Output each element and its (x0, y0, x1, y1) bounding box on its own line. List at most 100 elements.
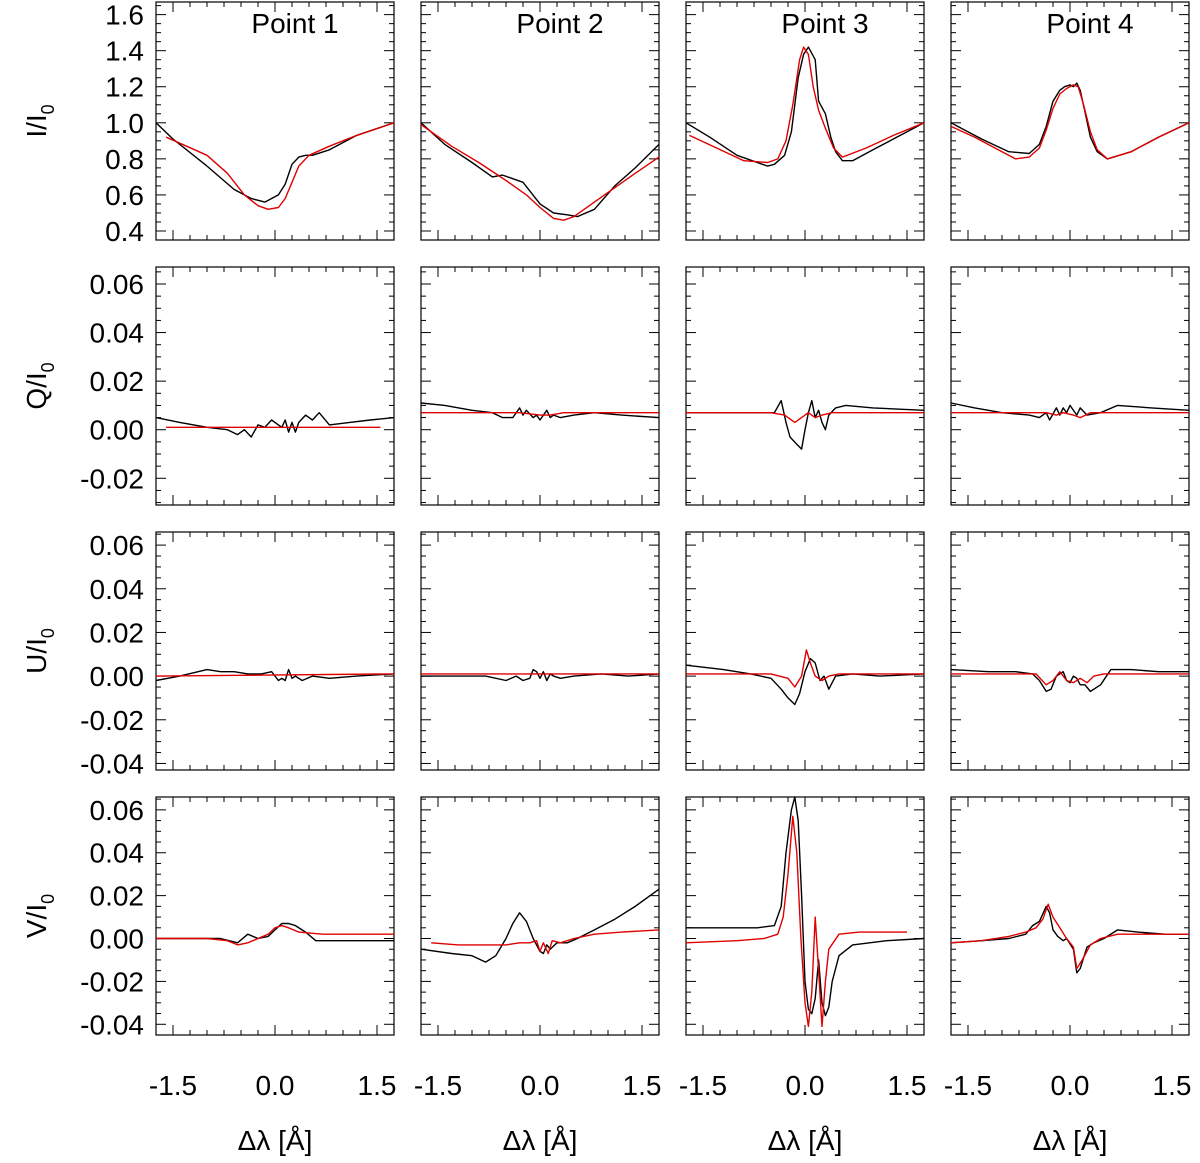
x-tick-label: -1.5 (414, 1070, 462, 1101)
panel-4-2: -1.5 0.0 1.5 Δλ [Å] (414, 796, 662, 1156)
ylabel-text: V/I (21, 904, 52, 938)
observed-profile-line (420, 402, 660, 421)
x-axis-label: Δλ [Å] (238, 1125, 313, 1156)
y-tick-label: 0.4 (105, 216, 144, 247)
y-tick-label: 0.02 (90, 617, 145, 648)
panel-3-3 (685, 531, 925, 771)
observed-profile-line (155, 122, 395, 203)
x-tick-label: 1.5 (623, 1070, 662, 1101)
observed-profile-line (685, 46, 925, 167)
y-tick-label: 0.04 (90, 574, 145, 605)
fit-profile-line (685, 815, 907, 1028)
fit-profile-line (165, 122, 395, 211)
panel-2-3 (685, 266, 925, 506)
fit-profile-line (951, 671, 1189, 686)
panel-3-1: -0.04 -0.02 0.00 0.02 0.04 0.06 (80, 530, 395, 779)
panel-2-1: -0.02 0.00 0.02 0.04 0.06 (80, 266, 395, 506)
y-tick-label: -0.04 (80, 1009, 144, 1040)
panel-4-1: -0.04 -0.02 0.00 0.02 0.04 0.06 -1.5 0.0 1.5 Δλ [… (80, 795, 396, 1156)
panel-2-4 (950, 266, 1190, 506)
observed-profile-line (420, 122, 660, 218)
column-title: Point 1 (251, 8, 338, 39)
panel-frame (420, 266, 660, 506)
ylabel-subscript: 0 (38, 894, 58, 904)
x-tick-label: 0.0 (256, 1070, 295, 1101)
x-axis-label: Δλ [Å] (1033, 1125, 1108, 1156)
column-title: Point 3 (781, 8, 868, 39)
panel-4-4: -1.5 0.0 1.5 Δλ [Å] (944, 796, 1192, 1156)
fit-profile-line (950, 903, 1189, 970)
x-axis-label: Δλ [Å] (768, 1125, 843, 1156)
fit-profile-line (686, 649, 924, 688)
panel-frame (950, 531, 1190, 771)
panel-3-4 (950, 531, 1190, 771)
row-ylabel: U/I0 (21, 628, 58, 674)
y-tick-label: 0.6 (105, 180, 144, 211)
y-tick-label: -0.02 (80, 463, 144, 494)
observed-profile-line (155, 668, 395, 682)
ylabel-text: I/I (21, 114, 52, 137)
y-tick-label: -0.04 (80, 748, 144, 779)
panel-frame (420, 531, 660, 771)
panel-frame (155, 796, 395, 1036)
fit-profile-line (420, 124, 660, 221)
panel-frame (155, 531, 395, 771)
y-tick-label: 0.02 (90, 881, 145, 912)
x-tick-label: 0.0 (786, 1070, 825, 1101)
x-tick-label: -1.5 (149, 1070, 197, 1101)
observed-profile-line (950, 82, 1190, 160)
x-tick-label: 0.0 (521, 1070, 560, 1101)
panel-frame (950, 266, 1190, 506)
y-tick-label: 0.06 (90, 795, 145, 826)
observed-profile-line (686, 796, 925, 1017)
x-axis-label: Δλ [Å] (503, 1125, 578, 1156)
panel-4-3: -1.5 0.0 1.5 Δλ [Å] (679, 796, 927, 1156)
y-tick-label: -0.02 (80, 966, 144, 997)
panel-1-1: 0.4 0.6 0.8 1.0 1.2 1.4 1.6 Point 1 (105, 0, 395, 247)
x-tick-label: -1.5 (679, 1070, 727, 1101)
panel-frame (685, 531, 925, 771)
panel-2-2 (420, 266, 660, 506)
row-ylabel: Q/I0 (21, 362, 58, 409)
y-tick-label: 1.0 (105, 108, 144, 139)
fit-profile-line (421, 412, 659, 416)
fit-profile-line (950, 84, 1190, 160)
column-title: Point 4 (1046, 8, 1133, 39)
y-tick-label: 0.02 (90, 366, 145, 397)
y-tick-label: 0.00 (90, 924, 145, 955)
ylabel-subscript: 0 (38, 362, 58, 372)
fit-profile-line (951, 412, 1189, 419)
ylabel-subscript: 0 (38, 628, 58, 638)
y-tick-label: 1.2 (105, 72, 144, 103)
panel-frame (155, 266, 395, 506)
fit-profile-line (431, 929, 660, 955)
x-tick-label: -1.5 (944, 1070, 992, 1101)
fit-profile-line (156, 924, 394, 946)
fit-profile-line (155, 673, 395, 677)
panel-1-3: Point 3 (685, 1, 925, 241)
panel-frame (950, 796, 1190, 1036)
x-tick-label: 1.5 (888, 1070, 927, 1101)
ylabel-subscript: 0 (38, 104, 58, 114)
observed-profile-line (156, 922, 394, 944)
x-tick-label: 1.5 (358, 1070, 397, 1101)
x-tick-label: 1.5 (1153, 1070, 1192, 1101)
panel-3-2 (420, 531, 660, 771)
column-title: Point 2 (516, 8, 603, 39)
y-tick-label: 0.04 (90, 318, 145, 349)
row-ylabel: I/I0 (21, 104, 58, 137)
x-tick-label: 0.0 (1051, 1070, 1090, 1101)
ylabel-text: Q/I (21, 372, 52, 409)
panel-frame (420, 796, 660, 1036)
observed-profile-line (950, 905, 1189, 974)
ylabel-text: U/I (21, 638, 52, 674)
y-tick-label: 1.4 (105, 36, 144, 67)
y-tick-label: 0.8 (105, 144, 144, 175)
y-tick-label: 0.06 (90, 530, 145, 561)
fit-profile-line (686, 412, 924, 424)
y-tick-label: -0.02 (80, 705, 144, 736)
y-tick-label: 0.00 (90, 415, 145, 446)
panel-1-4: Point 4 (950, 1, 1190, 241)
observed-profile-line (686, 399, 925, 450)
